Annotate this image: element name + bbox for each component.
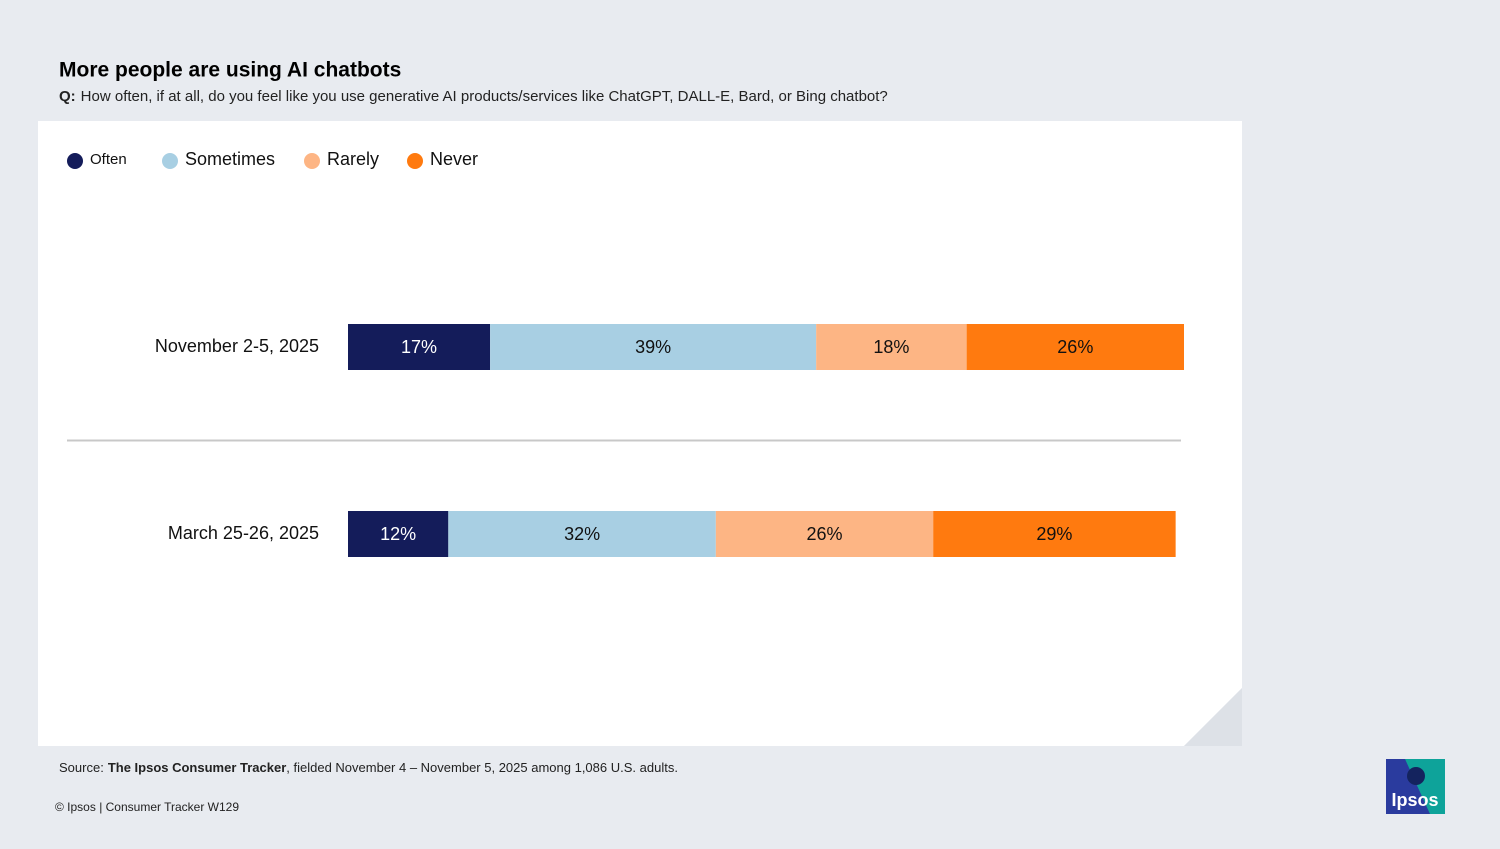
legend-label: Often [90, 151, 127, 168]
value-label: 18% [873, 337, 909, 357]
legend-marker [407, 153, 423, 169]
bar-segment [348, 324, 491, 370]
category-label: March 25-26, 2025 [168, 523, 319, 543]
source-label: Source: [59, 760, 104, 775]
bar-segment [448, 511, 716, 557]
value-label: 29% [1036, 524, 1072, 544]
bar-segment [348, 511, 449, 557]
card [38, 121, 1242, 746]
value-label: 12% [380, 524, 416, 544]
subtitle: Q: How often, if at all, do you feel like… [59, 88, 888, 105]
value-label: 26% [807, 524, 843, 544]
value-label: 32% [564, 524, 600, 544]
legend-label: Sometimes [185, 149, 275, 169]
bar-segment [966, 324, 1184, 370]
source-name: The Ipsos Consumer Tracker [108, 760, 286, 775]
category-label: November 2-5, 2025 [155, 336, 319, 356]
legend-label: Rarely [327, 149, 379, 169]
logo-head [1407, 767, 1425, 785]
logo-text: Ipsos [1391, 790, 1438, 810]
subtitle-label: Q: [59, 88, 76, 105]
bar-segment [933, 511, 1176, 557]
subtitle-text: How often, if at all, do you feel like y… [81, 88, 888, 105]
value-label: 26% [1057, 337, 1093, 357]
card-fold [1184, 688, 1242, 746]
source: Source: The Ipsos Consumer Tracker, field… [59, 760, 678, 775]
chart: Often Sometimes Rarely Never November 2-5, 2… [67, 149, 1184, 557]
value-label: 17% [401, 337, 437, 357]
legend-marker [304, 153, 320, 169]
legend-marker [162, 153, 178, 169]
value-label: 39% [635, 337, 671, 357]
legend-label: Never [430, 149, 478, 169]
bar-segment [816, 324, 967, 370]
chart-title: More people are using AI chatbots [59, 59, 401, 82]
footer: © Ipsos | Consumer Tracker W129 [55, 800, 239, 814]
bar-segment [490, 324, 817, 370]
bar-segment [715, 511, 934, 557]
legend-marker [67, 153, 83, 169]
source-text: , fielded November 4 – November 5, 2025 … [286, 760, 678, 775]
